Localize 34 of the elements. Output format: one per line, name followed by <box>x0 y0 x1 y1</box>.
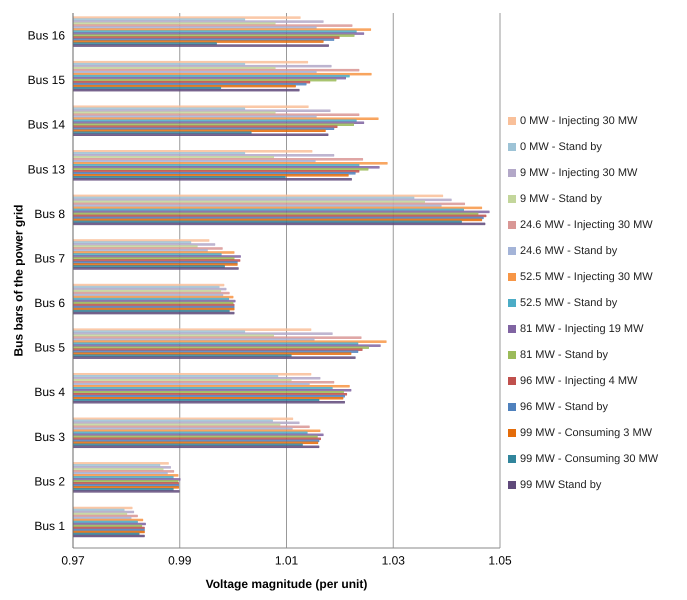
y-tick-label: Bus 2 <box>34 474 66 488</box>
legend-label: 96 MW - Injecting 4 MW <box>520 375 638 387</box>
x-tick-label: 1.03 <box>382 554 406 568</box>
legend-label: 99 MW - Consuming 30 MW <box>520 453 658 465</box>
x-tick-label: 1.01 <box>274 554 298 568</box>
legend-label: 52.5 MW - Injecting 30 MW <box>520 271 653 283</box>
x-tick-label: 1.05 <box>488 554 512 568</box>
y-tick-label: Bus 15 <box>28 73 66 88</box>
legend-label: 81 MW - Stand by <box>520 349 608 361</box>
legend-label: 81 MW - Injecting 19 MW <box>520 323 644 335</box>
legend-label: 0 MW - Stand by <box>520 141 602 153</box>
y-tick-label: Bus 16 <box>28 28 66 43</box>
legend-label: 52.5 MW - Stand by <box>520 297 618 309</box>
legend-label: 9 MW - Injecting 30 MW <box>520 167 638 179</box>
y-tick-label: Bus 1 <box>34 518 66 533</box>
y-tick-label: Bus 13 <box>28 162 66 176</box>
legend-label: 24.6 MW - Stand by <box>520 245 618 257</box>
legend-label: 99 MW Stand by <box>520 479 602 491</box>
y-tick-label: Bus 7 <box>34 251 66 266</box>
legend-label: 0 MW - Injecting 30 MW <box>520 115 638 127</box>
y-tick-label: Bus 4 <box>34 385 66 400</box>
x-axis-title: Voltage magnitude (per unit) <box>206 577 368 591</box>
legend-label: 96 MW - Stand by <box>520 401 608 413</box>
x-tick-label: 0.97 <box>61 554 85 568</box>
y-tick-label: Bus 3 <box>34 430 66 444</box>
legend-label: 9 MW - Stand by <box>520 193 602 205</box>
x-tick-label: 0.99 <box>168 554 192 568</box>
y-tick-label: Bus 14 <box>28 118 66 132</box>
legend-label: 99 MW - Consuming 3 MW <box>520 427 652 439</box>
y-tick-label: Bus 8 <box>34 206 66 221</box>
legend-label: 24.6 MW - Injecting 30 MW <box>520 219 653 231</box>
y-axis-title: Bus bars of the power grid <box>11 204 26 357</box>
y-tick-label: Bus 6 <box>34 296 66 310</box>
y-tick-label: Bus 5 <box>34 340 66 355</box>
